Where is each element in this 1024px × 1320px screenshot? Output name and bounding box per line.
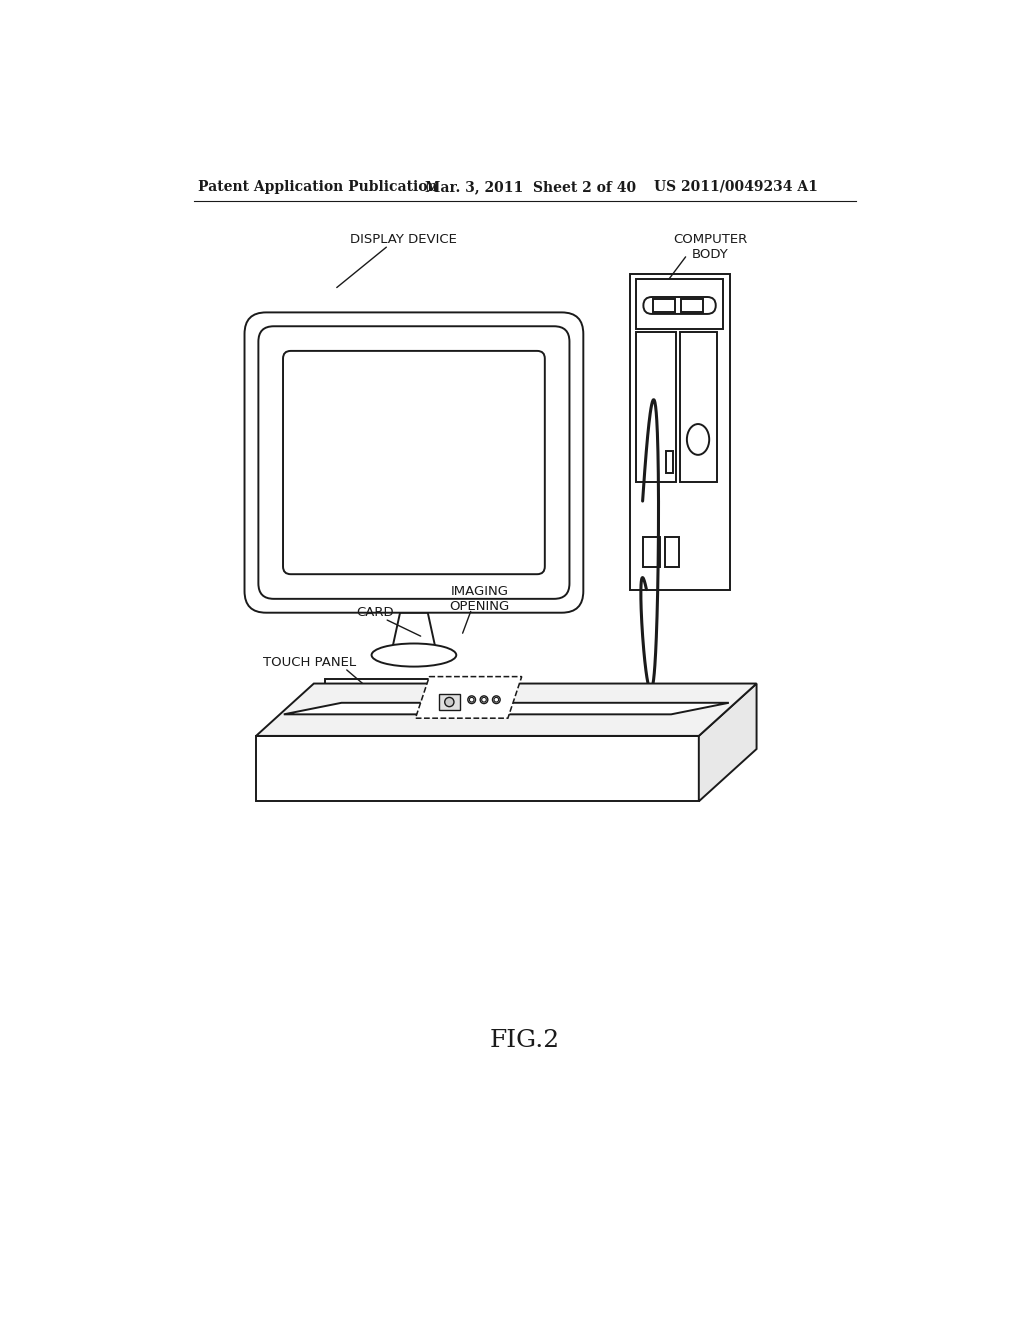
Bar [665, 537, 679, 566]
Bar [680, 331, 717, 482]
Bar [666, 451, 674, 473]
Text: CARD: CARD [356, 606, 394, 619]
Bar [438, 693, 460, 710]
Ellipse shape [687, 424, 710, 455]
Polygon shape [256, 737, 698, 801]
Bar [636, 331, 677, 482]
Bar [630, 275, 730, 590]
Text: Mar. 3, 2011  Sheet 2 of 40: Mar. 3, 2011 Sheet 2 of 40 [425, 180, 637, 194]
Polygon shape [416, 677, 521, 718]
Text: TOUCH PANEL
CHASSIS: TOUCH PANEL CHASSIS [257, 739, 350, 767]
Circle shape [468, 696, 475, 704]
Text: Patent Application Publication: Patent Application Publication [199, 180, 438, 194]
Bar [636, 279, 724, 330]
Polygon shape [391, 612, 437, 655]
Text: IMAGING
OPENING: IMAGING OPENING [450, 585, 510, 612]
FancyBboxPatch shape [245, 313, 584, 612]
Circle shape [494, 697, 499, 702]
Circle shape [480, 696, 487, 704]
Bar [326, 678, 503, 710]
Circle shape [469, 697, 474, 702]
Bar [681, 300, 703, 312]
Text: TOUCH PANEL: TOUCH PANEL [262, 656, 355, 669]
Text: CAMERA: CAMERA [441, 783, 498, 796]
Text: IRLED: IRLED [523, 783, 562, 796]
Polygon shape [256, 684, 757, 737]
Circle shape [444, 697, 454, 706]
Bar [652, 300, 675, 312]
Circle shape [493, 696, 500, 704]
Ellipse shape [372, 644, 457, 667]
Polygon shape [698, 684, 757, 801]
FancyBboxPatch shape [643, 297, 716, 314]
Text: US 2011/0049234 A1: US 2011/0049234 A1 [654, 180, 818, 194]
Text: DISPLAY DEVICE: DISPLAY DEVICE [350, 232, 458, 246]
FancyBboxPatch shape [258, 326, 569, 599]
Circle shape [481, 697, 486, 702]
Text: COMPUTER
BODY: COMPUTER BODY [673, 232, 748, 261]
FancyBboxPatch shape [283, 351, 545, 574]
Bar [643, 537, 660, 566]
Text: FIG.2: FIG.2 [489, 1028, 560, 1052]
Polygon shape [284, 702, 729, 714]
